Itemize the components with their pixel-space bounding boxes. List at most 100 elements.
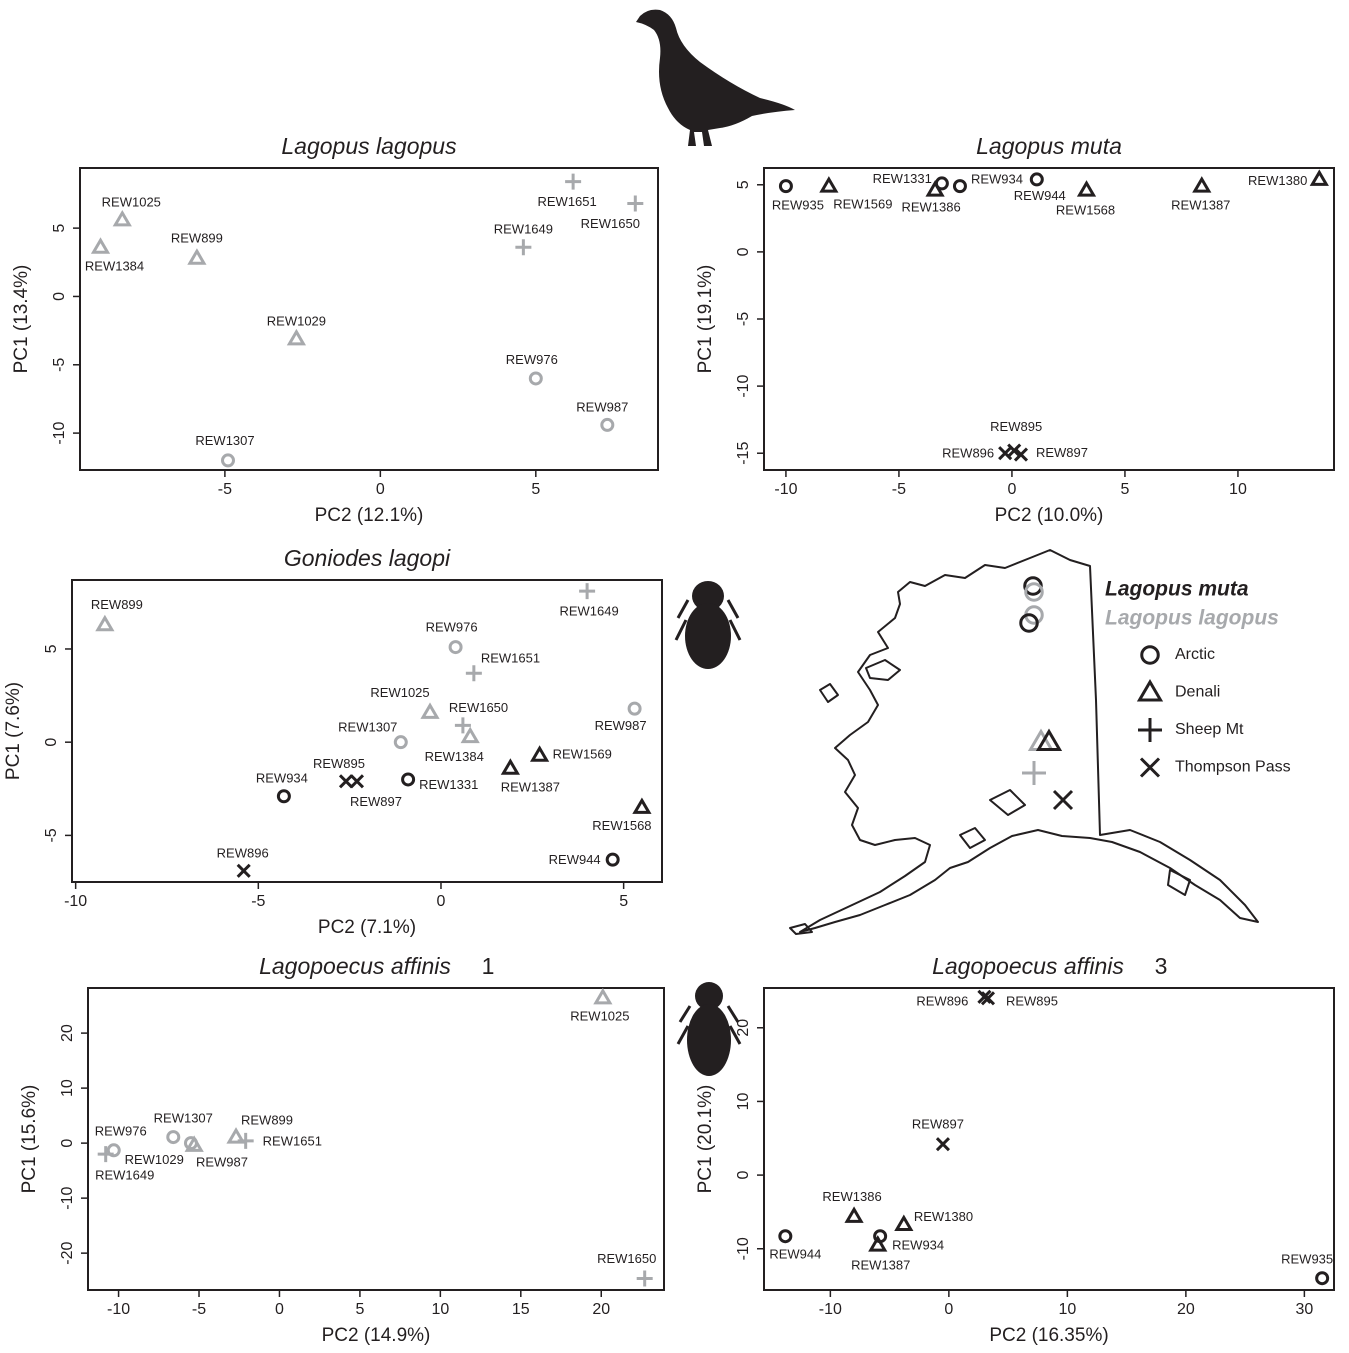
point [463, 730, 477, 742]
point-label: REW976 [95, 1124, 147, 1139]
y-tick-label: 0 [59, 1139, 76, 1148]
point [579, 583, 595, 599]
x-tick-label: -5 [892, 481, 906, 498]
point-label: REW1029 [125, 1152, 184, 1167]
legend-marker [1140, 682, 1161, 700]
y-axis-label: PC1 (19.1%) [695, 265, 716, 374]
point [94, 240, 108, 252]
x-tick-label: -5 [251, 893, 265, 910]
point-label: REW1387 [1171, 198, 1230, 213]
x-tick-label: 0 [437, 893, 446, 910]
point [115, 213, 129, 225]
point [530, 373, 541, 384]
y-tick-label: -5 [43, 828, 60, 842]
x-tick-label: 10 [431, 1301, 449, 1318]
y-tick-label: 20 [735, 1019, 752, 1037]
point-label: REW1025 [102, 194, 161, 209]
figure: Lagopus lagopus PC2 (12.1%) PC1 (13.4%) -5 0… [0, 0, 1349, 1353]
point [423, 705, 437, 717]
y-tick-label: 0 [43, 738, 60, 747]
point-label: REW1331 [873, 171, 932, 186]
chart-title: Lagopoecus affinis [932, 953, 1124, 979]
legend-marker [1141, 759, 1159, 777]
x-tick-label: -5 [218, 481, 232, 498]
point-label: REW1384 [85, 259, 144, 274]
point-label: REW976 [506, 352, 558, 367]
x-tick-label: 0 [944, 1301, 953, 1318]
x-tick-label: 0 [275, 1301, 284, 1318]
point [98, 1146, 114, 1162]
point [822, 179, 836, 191]
x-tick-label: 0 [1007, 481, 1016, 498]
point-label: REW944 [549, 852, 601, 867]
x-tick-label: 20 [1177, 1301, 1195, 1318]
point [289, 332, 303, 344]
y-tick-label: -20 [59, 1241, 76, 1264]
point [1317, 1273, 1328, 1284]
point-label: REW1650 [581, 216, 640, 231]
point [602, 419, 613, 430]
legend-label: Arctic [1175, 646, 1215, 663]
x-axis-label: PC2 (10.0%) [995, 505, 1104, 526]
point [565, 174, 581, 190]
y-axis-label: PC1 (7.6%) [3, 682, 24, 780]
x-axis-label: PC2 (12.1%) [315, 505, 424, 526]
point-label: REW896 [942, 446, 994, 461]
point [1312, 172, 1326, 184]
point-label: REW1387 [851, 1258, 910, 1273]
x-tick-label: -10 [819, 1301, 842, 1318]
point [450, 642, 461, 653]
y-tick-label: 10 [59, 1079, 76, 1097]
x-axis-label: PC2 (16.35%) [989, 1325, 1108, 1346]
plot-frame [764, 168, 1334, 470]
point [515, 239, 531, 255]
point [466, 665, 482, 681]
point [780, 1231, 791, 1242]
grouse-silhouette [636, 10, 795, 146]
point [351, 775, 363, 787]
chart-subtitle: 3 [1155, 953, 1168, 979]
point-label: REW1380 [914, 1209, 973, 1224]
legend-label: Sheep Mt [1175, 721, 1244, 738]
plot-frame [764, 988, 1334, 1290]
point [629, 703, 640, 714]
y-axis-label: PC1 (20.1%) [695, 1085, 716, 1194]
point-label: REW1025 [370, 685, 429, 700]
point-label: REW934 [892, 1238, 944, 1253]
point-label: REW899 [171, 231, 223, 246]
point-label: REW895 [313, 756, 365, 771]
x-axis-label: PC2 (14.9%) [322, 1325, 431, 1346]
point [627, 196, 643, 212]
point-label: REW1307 [338, 720, 397, 735]
point [278, 791, 289, 802]
point-label: REW1386 [901, 200, 960, 215]
x-tick-label: 15 [512, 1301, 530, 1318]
y-axis-label: PC1 (13.4%) [11, 265, 32, 374]
x-tick-label: 20 [592, 1301, 610, 1318]
point-label: REW1386 [822, 1189, 881, 1204]
chart-title: Lagopus muta [976, 133, 1122, 159]
y-tick-label: 20 [59, 1024, 76, 1042]
y-tick-label: -5 [51, 358, 68, 372]
y-tick-label: 10 [735, 1092, 752, 1110]
point-label: REW896 [217, 845, 269, 860]
point-label: REW1650 [449, 700, 508, 715]
y-tick-label: 0 [51, 292, 68, 301]
legend-host: Lagopus lagopus [1105, 607, 1279, 630]
plot-frame [80, 168, 658, 470]
point [503, 761, 517, 773]
point-label: REW896 [916, 993, 968, 1008]
y-tick-label: 5 [51, 224, 68, 233]
point [533, 748, 547, 760]
point-label: REW987 [576, 399, 628, 414]
point [340, 775, 352, 787]
chart-title: Goniodes lagopi [284, 545, 451, 571]
point-label: REW1569 [833, 197, 892, 212]
point-label: REW1649 [494, 222, 553, 237]
point [847, 1209, 861, 1221]
map-site [1054, 791, 1072, 809]
point [596, 991, 610, 1003]
x-axis-label: PC2 (7.1%) [318, 917, 416, 938]
y-tick-label: -10 [51, 421, 68, 444]
point [1031, 174, 1042, 185]
